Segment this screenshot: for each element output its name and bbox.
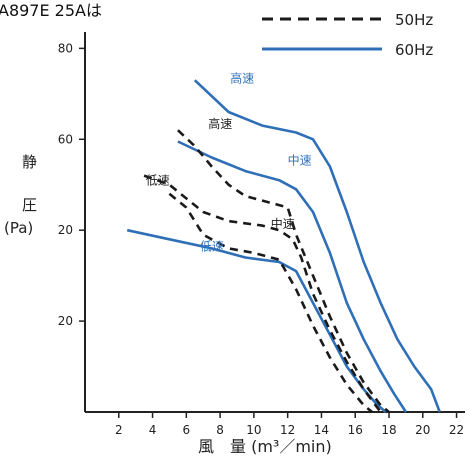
x-tick-label: 20 — [415, 423, 430, 437]
series-annotation: 低速 — [200, 240, 224, 254]
legend: 50Hz 60Hz — [262, 11, 433, 59]
cut-off-title: A897E 25Aは — [0, 1, 102, 20]
y-axis-label-char-2: 圧 — [22, 196, 37, 214]
y-tick-label: 60 — [58, 132, 73, 146]
legend-50hz-label: 50Hz — [395, 11, 433, 29]
series-line-50hz — [168, 192, 373, 414]
x-tick-label: 4 — [149, 423, 157, 437]
axes: 2 4 6 8 10 12 14 16 18 20 22 80 60 20 20 — [58, 32, 465, 437]
y-axis-label-char-1: 静 — [22, 153, 37, 171]
y-axis-label-unit: (Pa) — [4, 219, 33, 237]
series-line-50hz — [177, 129, 390, 414]
y-tick-label: 20 — [58, 314, 73, 328]
x-tick-label: 22 — [449, 423, 464, 437]
y-tick-label: 20 — [58, 223, 73, 237]
x-tick-label: 8 — [216, 423, 224, 437]
series-annotation: 中速 — [288, 152, 312, 167]
x-tick-label: 6 — [183, 423, 191, 437]
series-annotation: 中速 — [271, 216, 295, 231]
series-annotation: 低速 — [146, 174, 170, 188]
series-line-60hz — [177, 140, 407, 413]
series-layer — [126, 79, 441, 414]
x-axis-label: 風 量 (m³／min) — [198, 437, 332, 456]
series-annotation: 高速 — [230, 70, 254, 85]
x-tick-label: 18 — [381, 423, 396, 437]
x-tick-label: 10 — [246, 423, 261, 437]
series-line-60hz — [193, 79, 441, 413]
series-annotation: 高速 — [208, 116, 232, 131]
series-line-50hz — [143, 174, 382, 413]
series-line-60hz — [126, 228, 387, 413]
y-tick-label: 80 — [58, 41, 73, 55]
x-tick-label: 14 — [314, 423, 329, 437]
y-axis-label: 静 圧 (Pa) — [4, 153, 37, 237]
legend-60hz-label: 60Hz — [395, 41, 433, 59]
x-tick-label: 12 — [280, 423, 295, 437]
x-tick-label: 2 — [115, 423, 123, 437]
x-tick-label: 16 — [348, 423, 363, 437]
